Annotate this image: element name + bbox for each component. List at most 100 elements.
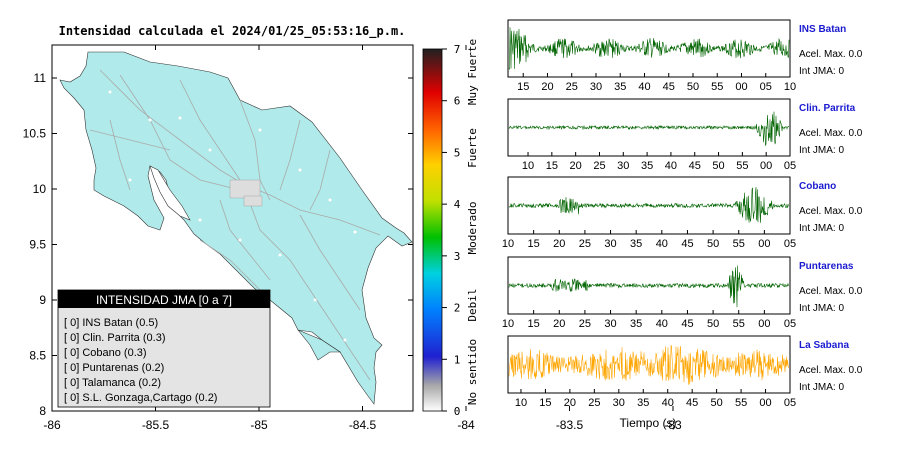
panel-frame bbox=[507, 256, 791, 315]
panel-x-tick-label: 35 bbox=[614, 81, 626, 93]
legend-item: [ 0] Clin. Parrita (0.3) bbox=[64, 332, 165, 344]
map-x-tick-label: -84.5 bbox=[349, 418, 377, 432]
legend-item: [ 0] Puntarenas (0.2) bbox=[64, 362, 164, 374]
station-intensity: Int JMA: 0 bbox=[799, 303, 844, 314]
panel-x-tick-label: 15 bbox=[517, 81, 529, 93]
panel-x-tick-label: 00 bbox=[759, 397, 771, 409]
panel-x-tick-label: 50 bbox=[712, 160, 724, 172]
map-title: Intensidad calculada el 2024/01/25_05:53… bbox=[59, 24, 406, 39]
panel-x-tick-label: 40 bbox=[656, 318, 668, 330]
panel-x-tick-label: 30 bbox=[604, 238, 616, 250]
station-intensity: Int JMA: 0 bbox=[799, 66, 844, 77]
colorbar-label: Fuerte bbox=[466, 128, 479, 168]
map-x-ticks: -86 -85.5 -85 -84.5 -84 -83.5 -83 bbox=[43, 45, 682, 432]
panel-x-tick-label: 20 bbox=[553, 238, 565, 250]
map-y-tick-label: 10.5 bbox=[23, 127, 47, 141]
colorbar-label: No sentido bbox=[466, 339, 479, 405]
urban-area bbox=[229, 179, 263, 207]
nicoya-gulf bbox=[149, 165, 191, 221]
map-y-tick-label: 9.5 bbox=[29, 238, 46, 252]
panel-x-tick-label: 05 bbox=[784, 160, 796, 172]
colorbar-ticks: 0 1 2 3 4 5 6 7 bbox=[442, 43, 461, 418]
panel-x-tick-label: 05 bbox=[784, 397, 796, 409]
panel-x-tick-label: 10 bbox=[515, 397, 527, 409]
seismogram-panel: 10 15 20 25 30 35 40 45 50 55 00 05 La Sabana Acel. M… bbox=[507, 335, 863, 409]
panel-x-tick-label: 40 bbox=[662, 397, 674, 409]
panel-x-tick-label: 15 bbox=[528, 318, 540, 330]
colorbar-tick-label: 4 bbox=[454, 198, 461, 211]
map-frame bbox=[51, 44, 414, 412]
panel-x-tick-label: 35 bbox=[630, 318, 642, 330]
station-name: Puntarenas bbox=[799, 261, 854, 272]
panel-x-tick-label: 45 bbox=[663, 81, 675, 93]
waveform-trace bbox=[508, 265, 790, 308]
legend-item: [ 0] Cobano (0.3) bbox=[64, 347, 147, 359]
panel-x-tick-label: 30 bbox=[617, 160, 629, 172]
colorbar bbox=[422, 48, 443, 412]
legend-title: INTENSIDAD JMA [0 a 7] bbox=[96, 293, 232, 307]
costa-rica-landmass bbox=[59, 51, 413, 405]
colorbar-tick-label: 5 bbox=[454, 146, 461, 159]
panel-x-tick-label: 50 bbox=[711, 397, 723, 409]
colorbar-label: Debil bbox=[466, 288, 479, 321]
panel-x-tick-label: 45 bbox=[681, 318, 693, 330]
panel-x-tick-label: 45 bbox=[689, 160, 701, 172]
panel-x-tick-label: 20 bbox=[564, 397, 576, 409]
panel-x-tick-label: 25 bbox=[566, 81, 578, 93]
town-points bbox=[108, 90, 357, 342]
station-name: Cobano bbox=[799, 181, 836, 192]
map-x-tick-label: -83 bbox=[664, 418, 682, 432]
panel-x-tick-label: 35 bbox=[637, 397, 649, 409]
seismogram-panel: 10 15 20 25 30 35 40 45 50 55 00 05 Clin. Parrita Ace… bbox=[507, 98, 863, 172]
panel-x-tick-label: 45 bbox=[686, 397, 698, 409]
map-x-tick-label: -85.5 bbox=[142, 418, 170, 432]
panel-x-tick-label: 45 bbox=[681, 238, 693, 250]
seismogram-panel: 10 15 20 25 30 35 40 45 50 55 00 05 Cobano Acel. Max.… bbox=[502, 176, 863, 250]
station-accel: Acel. Max. 0.0 bbox=[799, 365, 863, 376]
panel-x-tick-label: 00 bbox=[760, 160, 772, 172]
road-network bbox=[89, 69, 381, 381]
waveform-trace bbox=[508, 27, 790, 70]
panel-x-tick-label: 55 bbox=[733, 238, 745, 250]
panel-x-tick-label: 30 bbox=[604, 318, 616, 330]
intensity-legend: INTENSIDAD JMA [0 a 7] [ 0] INS Batan (0… bbox=[57, 289, 271, 408]
panel-x-tick-label: 05 bbox=[784, 238, 796, 250]
station-name: La Sabana bbox=[799, 340, 849, 351]
colorbar-labels: No sentido Debil Moderado Fuerte Muy Fuerte bbox=[466, 39, 479, 405]
colorbar-tick-label: 7 bbox=[454, 43, 461, 56]
panel-frame bbox=[507, 335, 791, 394]
map-y-ticks: 11 10.5 10 9.5 9 8.5 8 bbox=[23, 71, 413, 418]
panel-x-tick-label: 15 bbox=[539, 397, 551, 409]
station-name: Clin. Parrita bbox=[799, 103, 856, 114]
panel-x-tick-label: 30 bbox=[590, 81, 602, 93]
station-accel: Acel. Max. 0.0 bbox=[799, 286, 863, 297]
waveform-trace bbox=[508, 186, 790, 223]
panel-x-tick-label: 00 bbox=[758, 318, 770, 330]
station-accel: Acel. Max. 0.0 bbox=[799, 128, 863, 139]
panel-x-tick-label: 35 bbox=[641, 160, 653, 172]
panel-x-tick-label: 10 bbox=[522, 160, 534, 172]
panel-x-tick-label: 10 bbox=[502, 318, 514, 330]
station-accel: Acel. Max. 0.0 bbox=[799, 206, 863, 217]
panel-x-tick-label: 55 bbox=[711, 81, 723, 93]
station-intensity: Int JMA: 0 bbox=[799, 382, 844, 393]
legend-item: [ 0] INS Batan (0.5) bbox=[64, 317, 158, 329]
legend-item: [ 0] Talamanca (0.2) bbox=[64, 377, 161, 389]
map-x-tick-label: -85 bbox=[250, 418, 268, 432]
panel-x-tick-label: 25 bbox=[588, 397, 600, 409]
map-x-tick-label: -84 bbox=[457, 418, 475, 432]
colorbar-tick-label: 0 bbox=[454, 405, 461, 418]
station-intensity: Int JMA: 0 bbox=[799, 223, 844, 234]
panel-x-tick-label: 25 bbox=[579, 238, 591, 250]
panel-x-tick-label: 05 bbox=[760, 81, 772, 93]
panel-x-tick-label: 20 bbox=[541, 81, 553, 93]
waveform-trace bbox=[508, 111, 790, 147]
panel-x-tick-label: 15 bbox=[546, 160, 558, 172]
map-x-tick-label: -83.5 bbox=[556, 418, 584, 432]
panel-x-tick-label: 50 bbox=[687, 81, 699, 93]
panel-x-tick-label: 50 bbox=[707, 318, 719, 330]
seismogram-panels: 15 20 25 30 35 40 45 50 55 00 05 10 INS Batan Acel. M… bbox=[502, 19, 863, 409]
panel-x-tick-label: 55 bbox=[733, 318, 745, 330]
panel-x-tick-label: 15 bbox=[528, 238, 540, 250]
